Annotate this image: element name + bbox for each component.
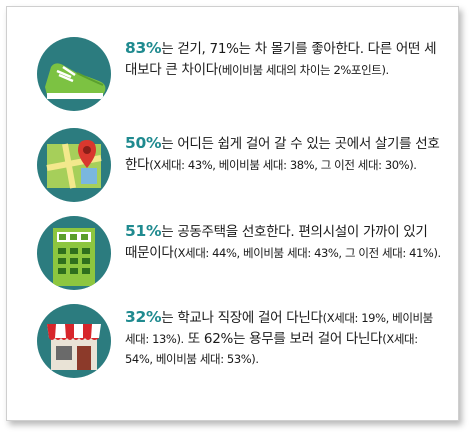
infographic-panel: 83%는 걷기, 71%는 차 몰기를 좋아한다. 다른 어떤 세대보다 큰 차… [6, 6, 459, 421]
storefront-icon [37, 304, 111, 378]
stat-percent: 51% [125, 222, 162, 240]
stat-note: (X세대: 19%, 베이비붐 세대: 13%). [125, 311, 433, 346]
stat-note: (X세대: 43%, 베이비붐 세대: 38%, 그 이전 세대: 30%). [149, 157, 417, 172]
stat-note: (X세대: 44%, 베이비붐 세대: 43%, 그 이전 세대: 41%). [173, 245, 441, 260]
apartment-building-icon [37, 216, 111, 290]
stat-note-2: (X세대: 54%, 베이비붐 세대: 53%). [125, 331, 418, 367]
stat-percent: 32% [125, 308, 162, 326]
stat-percent: 83% [125, 39, 162, 57]
stat-note: (베이비붐 세대의 차이는 2%포인트). [217, 62, 389, 77]
stat-text: 83%는 걷기, 71%는 차 몰기를 좋아한다. 다른 어떤 세대보다 큰 차… [125, 38, 443, 80]
stat-main: 는 공동주택을 선호한다. 편의시설이 가까이 있기 때문이다 [125, 224, 428, 261]
stat-main: 는 어디든 쉽게 걸어 갈 수 있는 곳에서 살기를 선호한다 [125, 136, 440, 173]
map-pin-icon [37, 128, 111, 202]
stat-main: 는 학교나 직장에 걸어 다닌다 [161, 310, 323, 326]
stat-text: 50%는 어디든 쉽게 걸어 갈 수 있는 곳에서 살기를 선호한다(X세대: … [125, 133, 443, 175]
stat-main-2: 또 62%는 용무를 보러 걸어 다닌다 [183, 330, 383, 347]
stat-percent: 50% [125, 134, 162, 152]
sneaker-icon [37, 37, 111, 111]
stat-main: 는 걷기, 71%는 차 몰기를 좋아한다. 다른 어떤 세대보다 큰 차이다 [125, 41, 437, 78]
stat-text: 51%는 공동주택을 선호한다. 편의시설이 가까이 있기 때문이다(X세대: … [125, 221, 443, 263]
stat-text: 32%는 학교나 직장에 걸어 다닌다(X세대: 19%, 베이비붐 세대: 1… [125, 307, 443, 370]
